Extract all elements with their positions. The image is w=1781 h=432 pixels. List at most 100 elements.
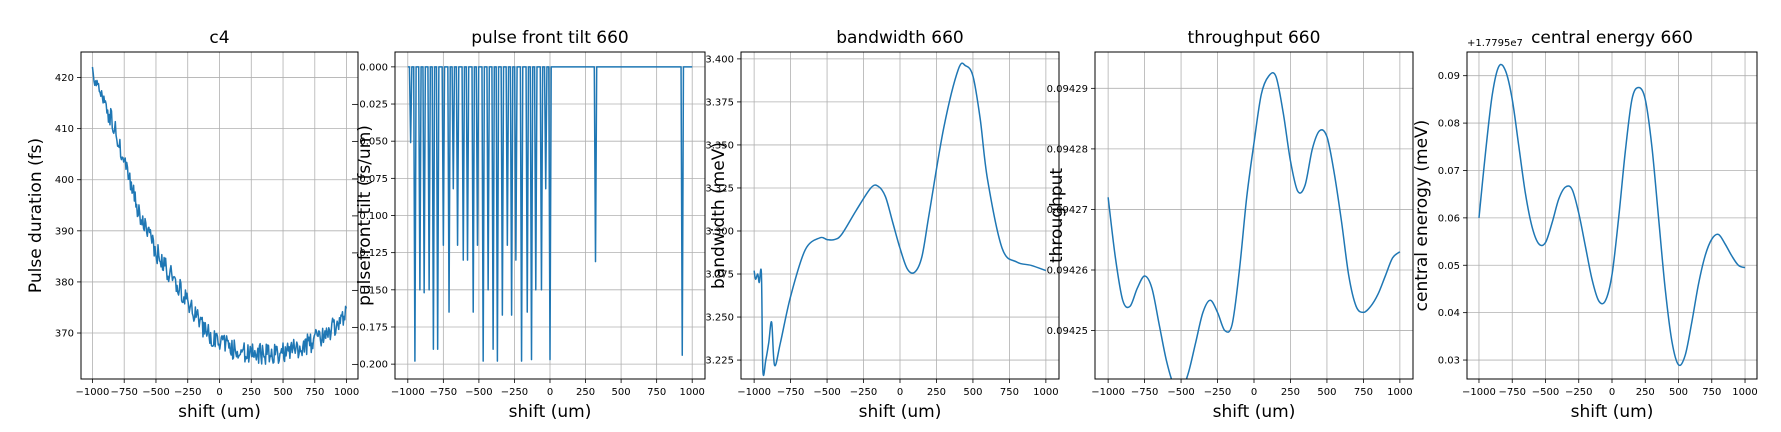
x-axis-label: shift (um) [1571, 402, 1654, 422]
y-axis-label: central enerogy (meV) [1412, 120, 1432, 312]
axes-frame [740, 51, 1060, 380]
y-tick-label: 3.275 [705, 270, 734, 281]
x-tick-label: −250 [1565, 387, 1592, 398]
x-tick-label: −500 [1167, 387, 1194, 398]
x-tick-label: −1000 [391, 387, 425, 398]
chart-title: c4 [209, 28, 229, 48]
series-line [91, 66, 348, 365]
axes-frame [80, 51, 359, 380]
x-tick-label: −750 [430, 387, 457, 398]
chart-panel-2: −1000 −750 −500 −250 0 250 500 750 1000 0.000 −0.0… [351, 28, 706, 422]
chart-title: throughput 660 [1188, 28, 1321, 48]
x-tick-label: 1000 [1033, 387, 1058, 398]
y-tick-label: 420 [55, 73, 74, 84]
x-tick-label: 500 [612, 387, 631, 398]
x-tick-label: −1000 [76, 387, 110, 398]
x-tick-label: 0 [547, 387, 553, 398]
y-tick-label: 0.05 [1438, 261, 1460, 272]
chart-panel-5: −1000 −750 −500 −250 0 250 500 750 1000 0.03 0.04 0… [1412, 28, 1758, 422]
series-line [1107, 72, 1401, 379]
x-tick-label: −750 [110, 387, 137, 398]
series-line [407, 66, 693, 362]
y-tick-label: −0.025 [351, 100, 388, 111]
x-axis-label: shift (um) [509, 402, 592, 422]
series-line [753, 62, 1047, 377]
y-tick-label: 3.400 [705, 54, 734, 65]
axes-frame [394, 51, 706, 380]
series-line [1478, 63, 1746, 367]
y-tick-label: 0.09427 [1047, 205, 1088, 216]
x-tick-label: 0 [1251, 387, 1257, 398]
x-tick-label: 750 [1702, 387, 1721, 398]
x-tick-label: 750 [1354, 387, 1373, 398]
y-tick-label: 410 [55, 124, 74, 135]
x-tick-label: 1000 [679, 387, 704, 398]
y-offset-label: +1.7795e7 [1467, 38, 1523, 49]
chart-title: bandwidth 660 [836, 28, 963, 48]
chart-title: pulse front tilt 660 [471, 28, 628, 48]
y-tick-label: −0.075 [351, 174, 388, 185]
x-tick-label: −750 [1498, 387, 1525, 398]
x-tick-label: 0 [1609, 387, 1615, 398]
y-tick-label: −0.100 [351, 211, 388, 222]
y-tick-label: 0.06 [1438, 213, 1460, 224]
y-tick-label: 0.09429 [1047, 84, 1088, 95]
x-tick-label: 1000 [1732, 387, 1757, 398]
y-tick-label: 0.07 [1438, 166, 1460, 177]
y-tick-label: 400 [55, 175, 74, 186]
y-tick-label: 3.375 [705, 97, 734, 108]
x-tick-label: 1000 [1387, 387, 1412, 398]
x-tick-label: 500 [963, 387, 982, 398]
y-tick-label: 0.09426 [1047, 266, 1088, 277]
chart-panel-3: −1000 −750 −500 −250 0 250 500 750 1000 3.225 3.25… [705, 28, 1060, 422]
y-tick-label: 0.09 [1438, 71, 1460, 82]
y-tick-label: 390 [55, 226, 74, 237]
y-tick-label: 3.225 [705, 356, 734, 367]
x-tick-label: 250 [1636, 387, 1655, 398]
x-tick-label: 1000 [334, 387, 359, 398]
x-tick-label: −750 [1131, 387, 1158, 398]
x-tick-label: 0 [216, 387, 222, 398]
y-tick-label: 0.04 [1438, 308, 1460, 319]
x-tick-label: −250 [1204, 387, 1231, 398]
x-tick-label: 0 [897, 387, 903, 398]
x-axis-label: shift (um) [178, 402, 261, 422]
x-tick-label: −500 [142, 387, 169, 398]
chart-title: central energy 660 [1531, 28, 1693, 48]
x-tick-label: −500 [465, 387, 492, 398]
y-tick-label: −0.125 [351, 248, 388, 259]
x-tick-label: −750 [777, 387, 804, 398]
y-tick-label: 380 [55, 277, 74, 288]
y-tick-label: 3.250 [705, 313, 734, 324]
axes-frame [1094, 51, 1414, 380]
x-tick-label: −1000 [737, 387, 771, 398]
y-tick-label: 0.08 [1438, 119, 1460, 130]
y-tick-label: −0.175 [351, 322, 388, 333]
y-tick-label: −0.150 [351, 285, 388, 296]
x-tick-label: 750 [647, 387, 666, 398]
x-tick-label: −250 [174, 387, 201, 398]
x-tick-label: 500 [1669, 387, 1688, 398]
y-tick-label: 0.09428 [1047, 144, 1088, 155]
x-tick-label: −500 [813, 387, 840, 398]
y-tick-label: 0.03 [1438, 356, 1460, 367]
x-tick-label: −1000 [1462, 387, 1496, 398]
x-axis-label: shift (um) [859, 402, 942, 422]
y-tick-label: −0.200 [351, 360, 388, 371]
x-tick-label: 250 [927, 387, 946, 398]
y-tick-label: 3.325 [705, 183, 734, 194]
y-axis-label: Pulse duration (fs) [26, 138, 46, 293]
chart-panel-4: −1000 −750 −500 −250 0 250 500 750 1000 0.09425 0.… [1047, 28, 1414, 422]
x-tick-label: 750 [1000, 387, 1019, 398]
x-tick-label: −250 [501, 387, 528, 398]
y-axis-label: bandwidth (meV) [709, 142, 729, 289]
y-axis-label: throughput [1047, 168, 1067, 263]
y-tick-label: 0.09425 [1047, 326, 1088, 337]
x-tick-label: −250 [850, 387, 877, 398]
y-axis-label: pulsefront tilt (fs/um) [355, 125, 375, 306]
y-tick-label: 370 [55, 329, 74, 340]
x-tick-label: 500 [1317, 387, 1336, 398]
x-tick-label: 500 [273, 387, 292, 398]
y-tick-label: −0.050 [351, 137, 388, 148]
